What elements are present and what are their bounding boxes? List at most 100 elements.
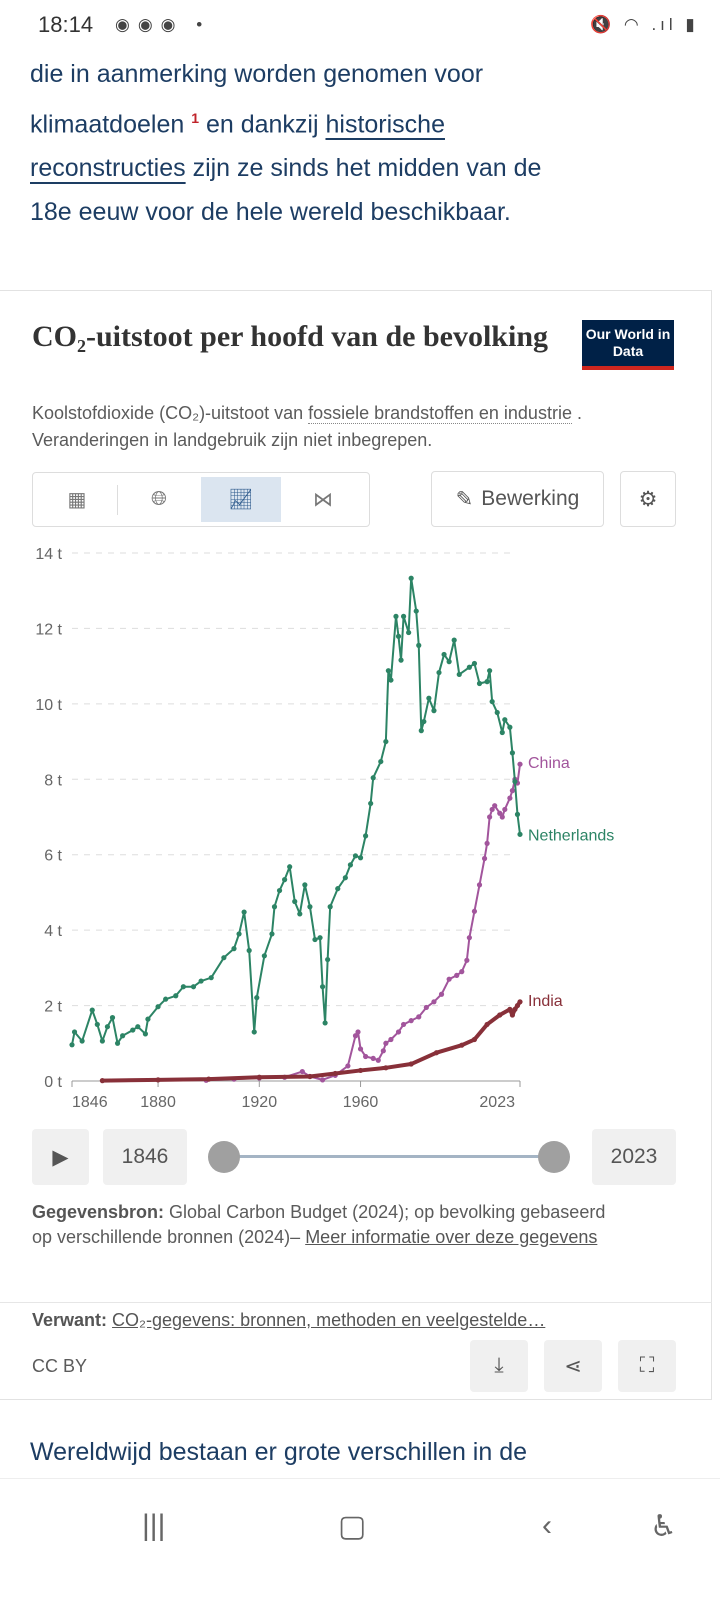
- data-point: [71, 1029, 78, 1035]
- timeline-start-handle[interactable]: [208, 1141, 240, 1173]
- data-point: [307, 904, 313, 910]
- data-point: [163, 996, 169, 1002]
- data-point: [319, 1077, 326, 1083]
- fossil-fuels-link[interactable]: fossiele brandstoffen en industrie: [308, 403, 572, 424]
- logo-text: Our World in Data: [585, 326, 671, 359]
- recent-apps-icon[interactable]: |||: [142, 1509, 166, 1542]
- data-point: [104, 1024, 111, 1030]
- chart-card: [0, 290, 712, 1400]
- data-point: [433, 1050, 440, 1056]
- data-point: [335, 886, 341, 892]
- data-point: [241, 909, 247, 915]
- divider: [117, 485, 118, 515]
- play-button[interactable]: ▶: [32, 1129, 89, 1185]
- data-point: [327, 904, 333, 910]
- article-text: die in aanmerking worden genomen voor kl…: [30, 52, 710, 234]
- data-point: [269, 931, 275, 937]
- accessibility-icon[interactable]: ♿︎: [650, 1510, 677, 1543]
- data-point: [497, 810, 503, 816]
- more-info-link[interactable]: Meer informatie over deze gegevens: [305, 1227, 598, 1247]
- data-point: [256, 1074, 262, 1080]
- data-point: [408, 1018, 414, 1024]
- data-point: [471, 1036, 478, 1043]
- data-point: [436, 669, 442, 676]
- data-point: [395, 633, 402, 639]
- historical-link[interactable]: historische: [325, 110, 445, 139]
- fullscreen-button[interactable]: ⛶: [618, 1340, 676, 1392]
- data-point: [325, 956, 331, 963]
- data-point: [398, 657, 404, 663]
- data-point: [418, 728, 424, 734]
- back-icon[interactable]: ‹: [542, 1509, 552, 1542]
- data-point: [378, 758, 384, 765]
- data-point: [438, 991, 445, 997]
- divider: [0, 1302, 712, 1303]
- data-point: [421, 718, 427, 725]
- license[interactable]: CC BY: [32, 1356, 88, 1376]
- data-point: [370, 775, 376, 781]
- source-note: Gegevensbron: Global Carbon Budget (2024…: [32, 1200, 672, 1250]
- data-point: [130, 1027, 136, 1033]
- data-point: [517, 831, 523, 837]
- data-point: [357, 1046, 364, 1052]
- data-point: [332, 1070, 338, 1077]
- end-year[interactable]: 2023: [592, 1129, 676, 1185]
- edit-button[interactable]: ✎ Bewerking: [431, 471, 604, 527]
- data-point: [352, 853, 359, 859]
- data-point: [487, 668, 493, 674]
- data-point: [454, 972, 460, 979]
- data-point: [492, 803, 498, 809]
- navigation-bar: ||| ▢ ‹ ♿︎: [0, 1478, 720, 1600]
- series-label: China: [528, 755, 570, 772]
- start-year[interactable]: 1846: [103, 1129, 187, 1185]
- settings-button[interactable]: ⚙: [620, 471, 676, 527]
- download-button[interactable]: ⤓: [470, 1340, 528, 1392]
- x-tick-label: 1846: [72, 1094, 108, 1111]
- tab-chart[interactable]: 📈︎: [201, 477, 281, 522]
- y-tick-label: 8 t: [44, 772, 62, 789]
- tab-slope[interactable]: ⋈: [283, 477, 363, 522]
- timeline-end-handle[interactable]: [538, 1141, 570, 1173]
- data-point: [271, 904, 278, 910]
- data-point: [355, 1029, 361, 1035]
- data-point: [484, 679, 490, 685]
- data-point: [499, 814, 505, 820]
- data-point: [345, 1063, 351, 1069]
- data-point: [89, 1007, 95, 1013]
- data-point: [231, 946, 237, 952]
- tab-map[interactable]: 🌐︎: [119, 477, 199, 522]
- data-point: [489, 806, 495, 813]
- data-point: [375, 1057, 381, 1063]
- share-icon: ⋖: [564, 1354, 582, 1378]
- tab-table[interactable]: ▦: [37, 477, 117, 522]
- data-point: [514, 1002, 521, 1009]
- data-point: [99, 1078, 105, 1084]
- series-line-netherlands: [71, 577, 521, 1045]
- share-button[interactable]: ⋖: [544, 1340, 602, 1392]
- data-point: [251, 1029, 257, 1035]
- reconstructions-link[interactable]: reconstructies: [30, 154, 186, 183]
- data-point: [497, 1012, 503, 1018]
- data-point: [363, 833, 369, 839]
- slope-chart-icon: ⋈: [313, 489, 333, 511]
- data-point: [459, 969, 465, 975]
- data-point: [408, 1061, 414, 1067]
- data-point: [114, 1040, 121, 1046]
- data-point: [380, 1048, 386, 1054]
- x-tick-label: 1880: [140, 1094, 176, 1111]
- article-line: zijn ze sinds het midden van de: [185, 154, 542, 183]
- data-point: [261, 953, 267, 959]
- clock: 18:14: [38, 12, 94, 37]
- data-point: [276, 887, 283, 894]
- home-icon[interactable]: ▢: [338, 1510, 367, 1543]
- footnote-link[interactable]: 1: [191, 110, 200, 126]
- data-point: [509, 788, 516, 794]
- owid-logo[interactable]: Our World in Data: [582, 320, 674, 370]
- data-point: [385, 668, 391, 674]
- related-link[interactable]: CO₂-gegevens: bronnen, methoden en veelg…: [112, 1310, 546, 1330]
- data-point: [383, 1040, 389, 1046]
- data-point: [408, 575, 414, 581]
- data-point: [400, 613, 407, 619]
- data-point: [383, 1065, 389, 1071]
- timeline-track[interactable]: [224, 1155, 554, 1158]
